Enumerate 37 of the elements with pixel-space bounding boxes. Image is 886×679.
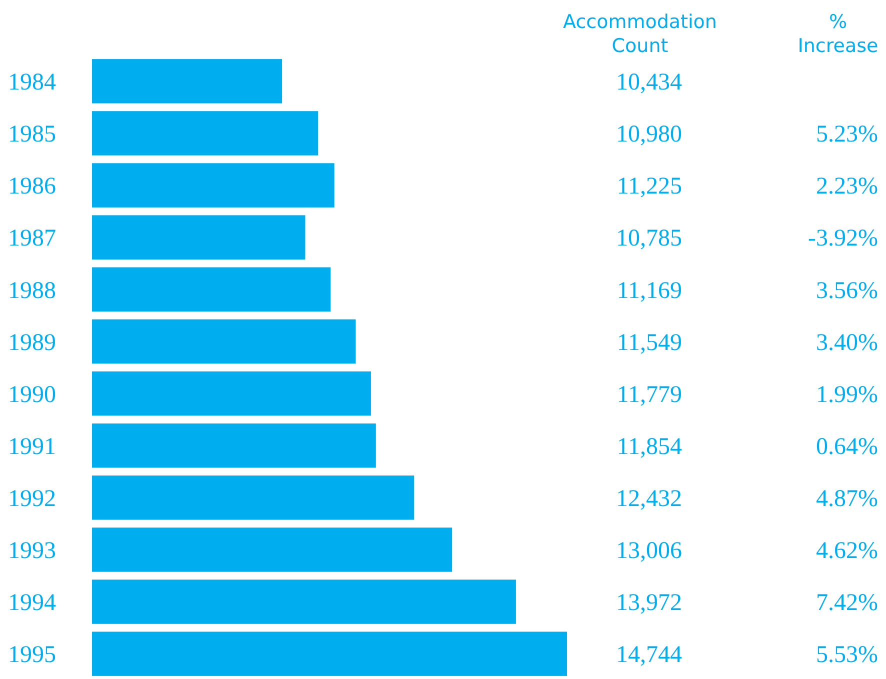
- data-label: 10,980: [616, 122, 682, 148]
- text: 5.53%: [816, 642, 878, 668]
- data-label: 10,785: [616, 226, 682, 252]
- y-tick-label: 1987: [8, 226, 56, 252]
- data-label: 14,744: [616, 642, 682, 668]
- y-tick-label: 1989: [8, 330, 56, 356]
- y-tick-label: 1988: [8, 278, 56, 304]
- text: -3.92%: [808, 226, 878, 252]
- text: 3.40%: [816, 330, 878, 356]
- data-label: 11,779: [616, 382, 682, 408]
- y-tick-label: 1994: [8, 590, 56, 616]
- text: 5.23%: [816, 122, 878, 148]
- y-tick-label: 1990: [8, 382, 56, 408]
- text: 0.64%: [816, 434, 878, 460]
- y-tick-label: 1984: [8, 70, 56, 96]
- data-label: 13,006: [616, 538, 682, 564]
- data-label: 11,854: [616, 434, 682, 460]
- y-tick-label: 1993: [8, 538, 56, 564]
- y-tick-label: 1991: [8, 434, 56, 460]
- text: 1.99%: [816, 382, 878, 408]
- data-label: 11,549: [616, 330, 682, 356]
- data-label: 11,169: [616, 278, 682, 304]
- data-label: 11,225: [616, 174, 682, 200]
- text: % Increase: [798, 11, 878, 57]
- data-label: 13,972: [616, 590, 682, 616]
- y-tick-label: 1992: [8, 486, 56, 512]
- text: 4.87%: [816, 486, 878, 512]
- text: 4.62%: [816, 538, 878, 564]
- y-tick-label: 1995: [8, 642, 56, 668]
- y-tick-label: 1985: [8, 122, 56, 148]
- data-label: 10,434: [616, 70, 682, 96]
- data-label: 12,432: [616, 486, 682, 512]
- y-tick-label: 1986: [8, 174, 56, 200]
- x-axis-title: Accommodation Count: [563, 11, 717, 57]
- text: 2.23%: [816, 174, 878, 200]
- text: 7.42%: [816, 590, 878, 616]
- text: 3.56%: [816, 278, 878, 304]
